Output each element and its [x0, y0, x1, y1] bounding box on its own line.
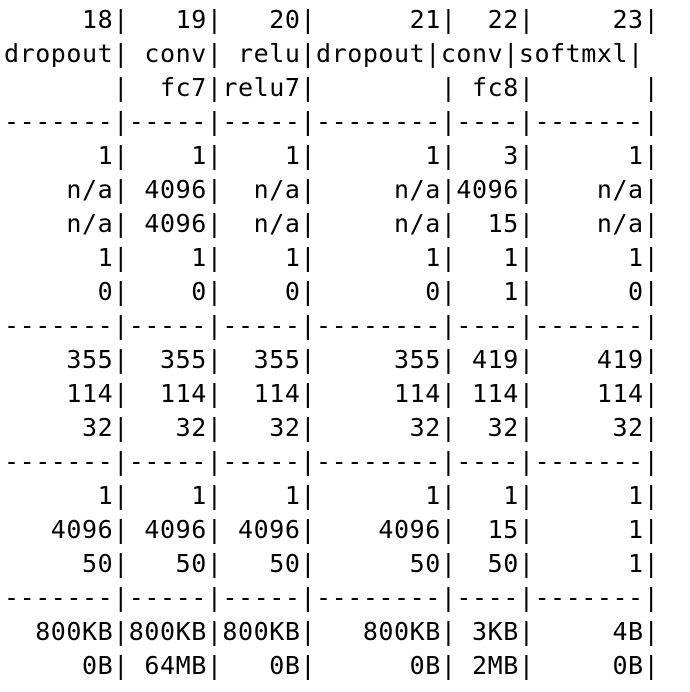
- table-row: n/a| 4096| n/a| n/a| 15| n/a|: [4, 209, 660, 238]
- table-row: 355| 355| 355| 355| 419| 419|: [4, 345, 660, 374]
- terminal-output: 18| 19| 20| 21| 22| 23| dropout| conv| re…: [4, 3, 659, 683]
- table-row: 1| 1| 1| 1| 3| 1|: [4, 141, 660, 170]
- layer-type-row: dropout| conv| relu|dropout|conv|softmxl…: [4, 39, 644, 68]
- table-row: 50| 50| 50| 50| 50| 1|: [4, 549, 660, 578]
- layer-name-row: | fc7|relu7| | fc8| |: [4, 73, 660, 102]
- table-row: 800KB|800KB|800KB| 800KB| 3KB| 4B|: [4, 617, 660, 646]
- table-row: 1| 1| 1| 1| 1| 1|: [4, 243, 660, 272]
- table-row: 4096| 4096| 4096| 4096| 15| 1|: [4, 515, 660, 544]
- table-row: 0| 0| 0| 0| 1| 0|: [4, 277, 660, 306]
- table-row: 32| 32| 32| 32| 32| 32|: [4, 413, 660, 442]
- table-row: n/a| 4096| n/a| n/a|4096| n/a|: [4, 175, 660, 204]
- separator-row: -------|-----|-----|--------|----|------…: [4, 583, 660, 612]
- table-row: 114| 114| 114| 114| 114| 114|: [4, 379, 660, 408]
- layer-index-row: 18| 19| 20| 21| 22| 23|: [4, 5, 660, 34]
- separator-row: -------|-----|-----|--------|----|------…: [4, 447, 660, 476]
- table-row: 1| 1| 1| 1| 1| 1|: [4, 481, 660, 510]
- separator-row: -------|-----|-----|--------|----|------…: [4, 107, 660, 136]
- table-row: 0B| 64MB| 0B| 0B| 2MB| 0B|: [4, 651, 660, 680]
- separator-row: -------|-----|-----|--------|----|------…: [4, 311, 660, 340]
